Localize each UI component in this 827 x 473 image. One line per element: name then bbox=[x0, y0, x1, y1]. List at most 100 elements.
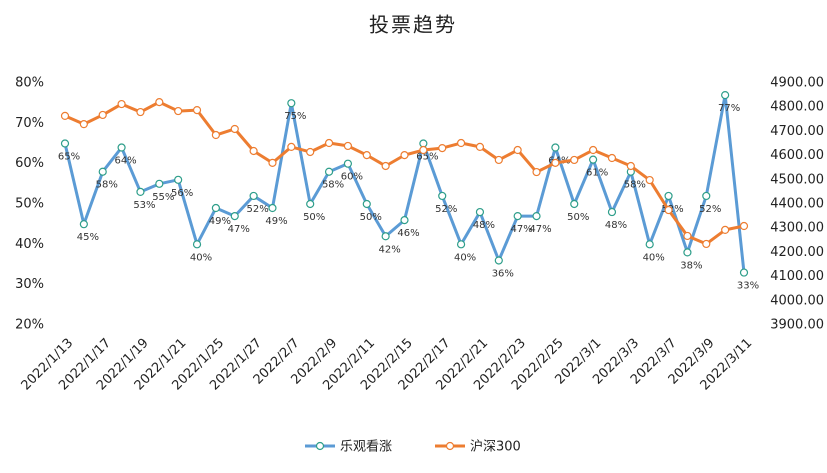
legend-marker bbox=[445, 441, 455, 451]
data-label: 56% bbox=[171, 188, 193, 199]
marker bbox=[79, 120, 88, 129]
data-label: 48% bbox=[605, 220, 627, 231]
marker bbox=[268, 158, 277, 167]
data-label: 77% bbox=[718, 103, 740, 114]
legend-marker bbox=[315, 441, 325, 451]
marker bbox=[287, 99, 296, 108]
marker bbox=[192, 240, 202, 249]
data-label: 58% bbox=[96, 180, 118, 191]
marker bbox=[721, 90, 730, 100]
marker bbox=[456, 240, 466, 249]
data-label: 40% bbox=[454, 252, 476, 263]
marker bbox=[174, 106, 183, 116]
marker bbox=[324, 167, 334, 176]
marker bbox=[287, 142, 296, 151]
marker bbox=[230, 212, 239, 221]
marker bbox=[532, 212, 541, 221]
y2-tick-label: 4000.00 bbox=[770, 293, 824, 308]
marker bbox=[739, 221, 749, 231]
y2-tick-label: 4200.00 bbox=[770, 245, 824, 260]
marker bbox=[664, 205, 673, 215]
y2-tick-label: 4100.00 bbox=[770, 269, 824, 284]
marker bbox=[683, 231, 692, 241]
marker bbox=[381, 161, 390, 171]
y-tick-label: 80% bbox=[15, 76, 44, 91]
marker bbox=[532, 167, 541, 177]
chart-title: 投票趋势 bbox=[369, 13, 457, 37]
data-label: 33% bbox=[737, 281, 759, 292]
marker bbox=[683, 248, 692, 257]
marker bbox=[456, 138, 466, 148]
data-label: 52% bbox=[435, 204, 457, 215]
data-label: 47% bbox=[529, 224, 551, 235]
data-label: 58% bbox=[624, 180, 646, 191]
marker bbox=[362, 151, 371, 160]
marker bbox=[400, 216, 409, 225]
marker bbox=[494, 256, 503, 265]
data-label: 40% bbox=[643, 252, 665, 263]
legend-label: 乐观看涨 bbox=[340, 439, 392, 455]
y2-tick-label: 3900.00 bbox=[770, 318, 824, 333]
marker bbox=[645, 240, 654, 249]
y-tick-label: 50% bbox=[15, 197, 44, 212]
marker bbox=[475, 142, 485, 151]
y2-tick-label: 4800.00 bbox=[770, 100, 824, 115]
data-label: 42% bbox=[379, 244, 401, 255]
marker bbox=[117, 143, 126, 152]
data-label: 47% bbox=[511, 224, 533, 235]
y2-tick-label: 4700.00 bbox=[770, 124, 824, 139]
legend-label: 沪深300 bbox=[470, 439, 521, 455]
marker bbox=[721, 225, 730, 234]
data-label: 36% bbox=[492, 268, 514, 279]
marker bbox=[249, 146, 258, 156]
marker bbox=[400, 151, 409, 160]
marker bbox=[155, 179, 164, 188]
y-tick-label: 40% bbox=[15, 237, 44, 252]
data-label: 52% bbox=[699, 204, 721, 215]
marker bbox=[117, 99, 126, 109]
marker bbox=[362, 199, 371, 209]
marker bbox=[249, 191, 258, 201]
marker bbox=[155, 98, 164, 107]
marker bbox=[513, 212, 522, 221]
marker bbox=[607, 207, 617, 217]
marker bbox=[419, 145, 428, 155]
marker bbox=[494, 155, 503, 165]
data-label: 49% bbox=[209, 216, 231, 227]
marker bbox=[211, 130, 220, 140]
data-label: 46% bbox=[397, 228, 419, 239]
marker bbox=[79, 220, 88, 229]
y-tick-label: 20% bbox=[15, 318, 44, 333]
marker bbox=[381, 232, 390, 241]
data-label: 64% bbox=[114, 156, 136, 167]
marker bbox=[589, 155, 598, 164]
marker bbox=[645, 175, 654, 185]
marker bbox=[211, 203, 220, 213]
marker bbox=[570, 199, 579, 209]
marker bbox=[306, 199, 315, 209]
y2-tick-label: 4300.00 bbox=[770, 221, 824, 236]
marker bbox=[174, 175, 183, 184]
data-label: 52% bbox=[246, 204, 268, 215]
marker bbox=[626, 161, 635, 171]
y-tick-label: 70% bbox=[15, 116, 44, 131]
y2-tick-label: 4900.00 bbox=[770, 76, 824, 91]
marker bbox=[324, 138, 334, 148]
data-label: 65% bbox=[416, 152, 438, 163]
marker bbox=[230, 124, 239, 134]
marker bbox=[136, 187, 145, 196]
data-label: 45% bbox=[77, 232, 99, 243]
y-tick-label: 60% bbox=[15, 156, 44, 171]
marker bbox=[739, 268, 749, 277]
y-tick-label: 30% bbox=[15, 277, 44, 292]
marker bbox=[438, 143, 447, 153]
y2-tick-label: 4500.00 bbox=[770, 172, 824, 187]
marker bbox=[98, 167, 107, 176]
marker bbox=[268, 203, 277, 213]
marker bbox=[475, 207, 485, 217]
marker bbox=[551, 158, 560, 167]
marker bbox=[306, 147, 315, 157]
marker bbox=[438, 191, 447, 201]
data-label: 58% bbox=[322, 180, 344, 191]
marker bbox=[589, 145, 598, 155]
